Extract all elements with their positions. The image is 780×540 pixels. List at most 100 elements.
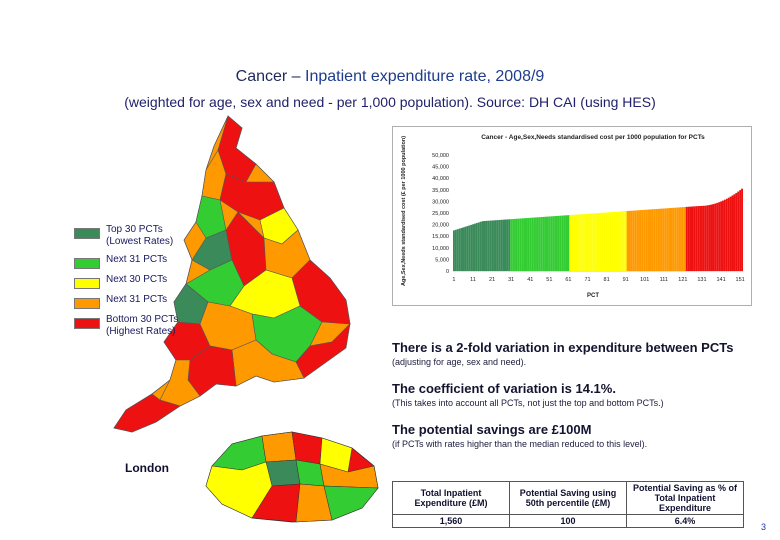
chart-bar [632,210,635,271]
table-header-row: Total Inpatient Expenditure (£M) Potenti… [392,481,744,515]
chart-bar [487,220,490,271]
chart-bar [554,216,557,271]
chart-bar [664,208,667,271]
chart-bar [718,202,721,271]
london-region [205,461,273,519]
chart-bar [456,229,459,271]
chart-bar [493,220,495,271]
chart-bar [620,211,623,271]
chart-bar [559,215,562,271]
note-savings-detail: (if PCTs with rates higher than the medi… [392,439,648,449]
chart-bar [590,213,593,271]
chart-bar [479,221,482,271]
chart-bar [666,208,669,271]
note-coefficient: The coefficient of variation is 14.1%. [392,381,616,396]
chart-bar [550,216,553,271]
y-tick-label: 45,000 [432,165,449,171]
x-tick-label: 41 [527,277,533,283]
chart-bar [571,214,574,271]
legend-label: Bottom 30 PCTs (Highest Rates) [106,314,179,337]
x-tick-label: 151 [736,277,745,283]
table-row: 1,560 100 6.4% [392,514,744,528]
chart-bar [670,207,673,271]
chart-title: Cancer - Age,Sex,Needs standardised cost… [481,134,705,141]
chart-bar [615,211,618,271]
chart-bar [741,188,743,271]
chart-bar [662,208,665,271]
chart-bar [714,203,717,271]
x-tick-label: 21 [489,277,495,283]
chart-bar [565,215,568,271]
chart-bar [485,220,488,271]
chart-bar [556,215,558,271]
chart-bar [701,205,703,271]
chart-bar [607,212,610,271]
chart-bar [483,221,486,271]
chart-bar [678,207,681,271]
chart-bar [514,218,516,271]
note-variation: There is a 2-fold variation in expenditu… [392,340,734,355]
chart-bar [624,211,627,271]
chart-bar [470,224,473,271]
x-tick-label: 101 [640,277,649,283]
chart-bar [691,206,694,271]
chart-bar [510,219,513,271]
table-header: Total Inpatient Expenditure (£M) [392,481,510,515]
chart-bar [626,211,629,271]
chart-bar [659,208,661,271]
chart-bar [649,209,652,271]
chart-bar [582,214,585,271]
chart-bar [716,202,719,271]
legend-swatch [74,278,100,289]
chart-bar [540,217,543,271]
chart-bar [676,207,679,271]
chart-bar [466,226,469,271]
chart-svg: Cancer - Age,Sex,Needs standardised cost… [401,134,745,299]
chart-bar [464,226,467,271]
chart-bar [498,219,501,271]
y-tick-label: 40,000 [432,176,449,182]
map-region-cornwall [113,393,181,433]
chart-bar [491,220,494,271]
legend-swatch [74,318,100,329]
chart-bar [494,220,497,271]
london-pct-map [205,431,379,523]
y-tick-label: 30,000 [432,199,449,205]
chart-bar [475,223,478,271]
chart-bar [689,206,692,271]
y-tick-label: 0 [446,269,449,275]
chart-bar [538,217,541,271]
chart-bar [657,208,660,271]
legend-label: Next 30 PCTs [106,274,168,285]
y-tick-label: 35,000 [432,188,449,194]
chart-bar [710,204,713,271]
chart-bar [599,212,602,271]
chart-bar [638,210,640,271]
chart-bar [477,222,480,271]
table-header: Potential Saving using 50th percentile (… [509,481,627,515]
london-label: London [125,461,169,475]
chart-bar [517,218,520,271]
y-tick-label: 50,000 [432,153,449,159]
chart-bar [584,213,587,271]
chart-x-axis-label: PCT [587,293,599,299]
chart-bar [481,221,484,271]
chart-bar [529,217,532,271]
x-tick-label: 131 [697,277,706,283]
chart-bar [697,206,700,271]
chart-bar [519,218,522,271]
x-tick-label: 31 [508,277,514,283]
chart-bar [601,212,604,271]
chart-bar [695,206,698,271]
page-subtitle: (weighted for age, sex and need - per 1,… [124,94,656,110]
y-tick-label: 20,000 [432,223,449,229]
note-variation-detail: (adjusting for age, sex and need). [392,357,527,367]
legend-label: Top 30 PCTs (Lowest Rates) [106,224,174,247]
legend-swatch [74,298,100,309]
chart-bar [586,213,589,271]
chart-bar [645,209,648,271]
x-tick-label: 81 [604,277,610,283]
y-tick-label: 15,000 [432,234,449,240]
chart-bar [504,219,507,271]
chart-bar [458,228,461,271]
